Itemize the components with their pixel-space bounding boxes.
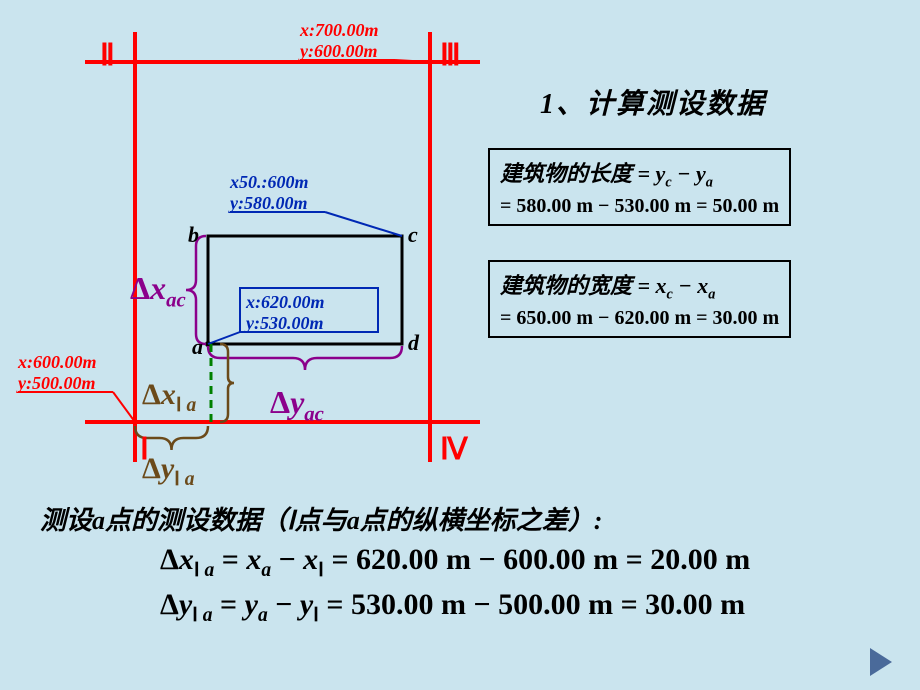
formula-width: 建筑物的宽度 = xc − xa = 650.00 m − 620.00 m =…	[488, 260, 791, 338]
delta-x-ac: Δxac	[130, 270, 186, 312]
pt-c: c	[408, 222, 418, 248]
delta-y-Ia: ΔyⅠ a	[142, 452, 195, 491]
bottom-intro: 测设a点的测设数据（Ⅰ点与a点的纵横坐标之差）:	[40, 500, 900, 537]
formula-width-line1: 建筑物的宽度 = xc − xa	[500, 268, 779, 303]
coord-a: x:620.00my:530.00m	[246, 292, 325, 334]
section-title: 1、计算测设数据	[540, 82, 766, 122]
coord-III: x:700.00my:600.00m	[300, 20, 379, 62]
formula-length-line2: = 580.00 m − 530.00 m = 50.00 m	[500, 195, 779, 218]
corner-IV: Ⅳ	[440, 432, 468, 467]
formula-length: 建筑物的长度 = yc − ya = 580.00 m − 530.00 m =…	[488, 148, 791, 226]
coord-I: x:600.00my:500.00m	[18, 352, 97, 394]
pt-d: d	[408, 330, 419, 356]
pt-b: b	[188, 222, 199, 248]
delta-y-ac: Δyac	[270, 384, 324, 426]
bottom-eq1: ΔxⅠ a = xa − xⅠ = 620.00 m − 600.00 m = …	[160, 543, 900, 582]
delta-x-Ia: ΔxⅠ a	[142, 378, 196, 417]
next-slide-icon[interactable]	[870, 648, 892, 676]
corner-II: Ⅱ	[100, 38, 115, 73]
pt-a: a	[192, 334, 203, 360]
coord-c: x50.:600my:580.00m	[230, 172, 309, 214]
formula-length-line1: 建筑物的长度 = yc − ya	[500, 156, 779, 191]
formula-width-line2: = 650.00 m − 620.00 m = 30.00 m	[500, 307, 779, 330]
corner-III: Ⅲ	[440, 38, 461, 73]
bottom-eq2: ΔyⅠ a = ya − yⅠ = 530.00 m − 500.00 m = …	[160, 588, 900, 627]
